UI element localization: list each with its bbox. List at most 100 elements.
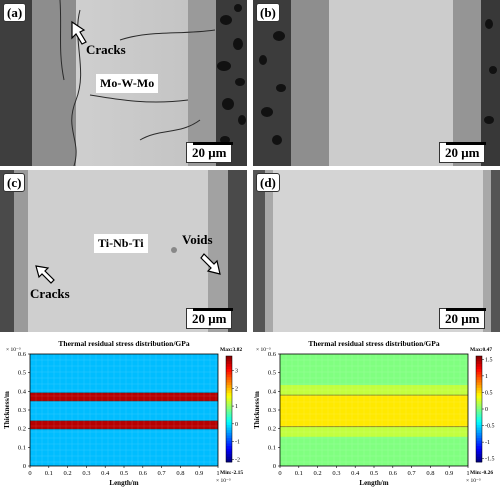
- heatmap-2-colorbar-step-17: [476, 401, 482, 405]
- heatmap-2-xtick-label-6: 0.6: [389, 470, 398, 477]
- heatmap-1-colorbar-step-6: [226, 371, 232, 375]
- heatmap-2-xtick-label-10: 1: [466, 470, 469, 477]
- heatmap-2-colorbar-tick-label-5: -1: [485, 440, 490, 446]
- heatmap-1-colorbar-step-16: [226, 398, 232, 402]
- panel-tag-a: (a): [3, 3, 27, 22]
- heatmap-2-ytick-label-6: 0.6: [268, 351, 277, 358]
- heatmap-1-xtick-label-9: 0.9: [195, 470, 203, 477]
- scale-bar-b: 20 μm: [439, 142, 486, 163]
- heatmap-2-colorbar-step-21: [476, 411, 482, 415]
- heatmap-2-ytick-label-5: 0.5: [268, 370, 276, 377]
- heatmap-1-colorbar-step-26: [226, 424, 232, 428]
- heatmap-1-colorbar-step-36: [226, 451, 232, 455]
- heatmap-1-colorbar-step-27: [226, 427, 232, 431]
- scale-bar-d-label: 20 μm: [445, 311, 480, 326]
- material-label-c: Ti-Nb-Ti: [94, 234, 148, 253]
- heatmap-2-colorbar-step-8: [476, 377, 482, 381]
- heatmap-1-ytick-label-3: 0.3: [18, 407, 26, 414]
- heatmap-1-colorbar-step-35: [226, 448, 232, 452]
- heatmap-2-title: Thermal residual stress distribution/GPa: [308, 339, 439, 348]
- heatmap-1-colorbar-step-25: [226, 422, 232, 426]
- cracks-label-a: Cracks: [86, 42, 126, 57]
- heatmap-1-colorbar-step-3: [226, 363, 232, 367]
- panel-tag-c: (c): [3, 173, 26, 192]
- micrograph-b: (b) 20 μm: [253, 0, 500, 166]
- heatmap-2-ytick-label-2: 0.2: [268, 426, 276, 433]
- heatmap-1-xtick-label-10: 1: [216, 470, 219, 477]
- heatmap-2-colorbar-step-0: [476, 356, 482, 360]
- heatmap-2-colorbar-tick-label-2: 0.5: [485, 390, 493, 396]
- scale-bar-c: 20 μm: [186, 308, 233, 329]
- voids-label-c: Voids: [182, 232, 213, 247]
- arrow-icon-a-cracks: [71, 20, 87, 45]
- heatmap-1-colorbar-step-9: [226, 379, 232, 383]
- heatmap-2-colorbar-step-23: [476, 416, 482, 420]
- heatmap-1-y-multiplier: × 10⁻³: [6, 347, 21, 353]
- heatmap-1-colorbar-step-30: [226, 435, 232, 439]
- heatmap-1-colorbar-step-15: [226, 395, 232, 399]
- heatmap-1-mesh: [29, 353, 218, 466]
- heatmap-2-ytick-label-1: 0.1: [268, 444, 276, 451]
- heatmap-1-colorbar-step-34: [226, 446, 232, 450]
- heatmap-2-colorbar-step-12: [476, 387, 482, 391]
- heatmap-1-colorbar-step-39: [226, 459, 232, 463]
- heatmap-2-colorbar-step-25: [476, 422, 482, 426]
- heatmap-2-colorbar-step-28: [476, 430, 482, 434]
- heatmap-2-colorbar-step-36: [476, 451, 482, 455]
- heatmap-1-colorbar-tick-label-0: 3: [235, 369, 238, 375]
- heatmap-2-colorbar-tick-label-6: -1.5: [485, 457, 495, 463]
- heatmap-1-ylabel: Thickness/m: [3, 391, 11, 429]
- panel-tag-d: (d): [256, 173, 280, 192]
- heatmap-2-ytick-label-4: 0.4: [268, 388, 277, 395]
- heatmap-2-colorbar-step-35: [476, 448, 482, 452]
- heatmap-2-ytick-label-0: 0: [273, 463, 276, 470]
- heatmap-1-xtick-label-2: 0.2: [64, 470, 72, 477]
- heatmap-1-ytick-label-6: 0.6: [18, 351, 27, 358]
- heatmap-2-colorbar-step-32: [476, 440, 482, 444]
- heatmap-2-colorbar-step-3: [476, 363, 482, 367]
- heatmap-2-xtick-label-7: 0.7: [408, 470, 417, 477]
- heatmap-2-colorbar-tick-label-0: 1.5: [485, 357, 493, 363]
- heatmap-1-colorbar-step-28: [226, 430, 232, 434]
- heatmap-1-title: Thermal residual stress distribution/GPa: [58, 339, 189, 348]
- heatmap-2-colorbar-step-10: [476, 382, 482, 386]
- panel-tag-b: (b): [256, 3, 280, 22]
- heatmap-2-colorbar-step-9: [476, 379, 482, 383]
- heatmap-2-colorbar-step-13: [476, 390, 482, 394]
- heatmap-2-colorbar-step-30: [476, 435, 482, 439]
- heatmap-1-ytick-label-0: 0: [23, 463, 26, 470]
- scale-bar-a-label: 20 μm: [192, 145, 227, 160]
- heatmap-2-colorbar-step-5: [476, 369, 482, 373]
- heatmap-2-colorbar-step-16: [476, 398, 482, 402]
- heatmap-2-colorbar-step-15: [476, 395, 482, 399]
- heatmap-1-xtick-label-5: 0.5: [120, 470, 128, 477]
- heatmap-1-colorbar-step-12: [226, 387, 232, 391]
- heatmap-1-colorbar-tick-label-5: -2: [235, 457, 240, 463]
- micrograph-a-image: [0, 0, 247, 166]
- heatmap-2-xtick-label-1: 0.1: [295, 470, 303, 477]
- heatmap-2-xtick-label-9: 0.9: [445, 470, 453, 477]
- heatmap-1-colorbar-step-33: [226, 443, 232, 447]
- scale-bar-c-label: 20 μm: [192, 311, 227, 326]
- heatmap-2-colorbar-step-1: [476, 358, 482, 362]
- heatmap-1-colorbar-step-37: [226, 454, 232, 458]
- heatmap-1-colorbar-step-38: [226, 456, 232, 460]
- heatmap-2-colorbar-step-4: [476, 366, 482, 370]
- arrow-icon-c-cracks: [35, 265, 55, 284]
- heatmap-2-colorbar-step-27: [476, 427, 482, 431]
- heatmap-1-min-label: Min:-2.15: [220, 470, 243, 476]
- scale-bar-d: 20 μm: [439, 308, 486, 329]
- heatmap-2-colorbar-step-24: [476, 419, 482, 423]
- heatmap-2-colorbar-step-18: [476, 403, 482, 407]
- micrograph-d: (d) 20 μm: [253, 170, 500, 332]
- heatmap-2-colorbar-step-39: [476, 459, 482, 463]
- heatmap-2-ylabel: Thickness/m: [253, 391, 261, 429]
- heatmap-1-colorbar-tick-label-4: -1: [235, 440, 240, 446]
- heatmap-2-y-multiplier: × 10⁻³: [256, 347, 271, 353]
- heatmap-1-ytick-label-2: 0.2: [18, 426, 26, 433]
- micrograph-c-image: [0, 170, 247, 332]
- heatmap-2-colorbar-step-38: [476, 456, 482, 460]
- heatmap-1-colorbar-step-18: [226, 403, 232, 407]
- heatmap-1-ytick-label-1: 0.1: [18, 444, 26, 451]
- heatmap-2-max-label: Max:0.47: [470, 347, 492, 353]
